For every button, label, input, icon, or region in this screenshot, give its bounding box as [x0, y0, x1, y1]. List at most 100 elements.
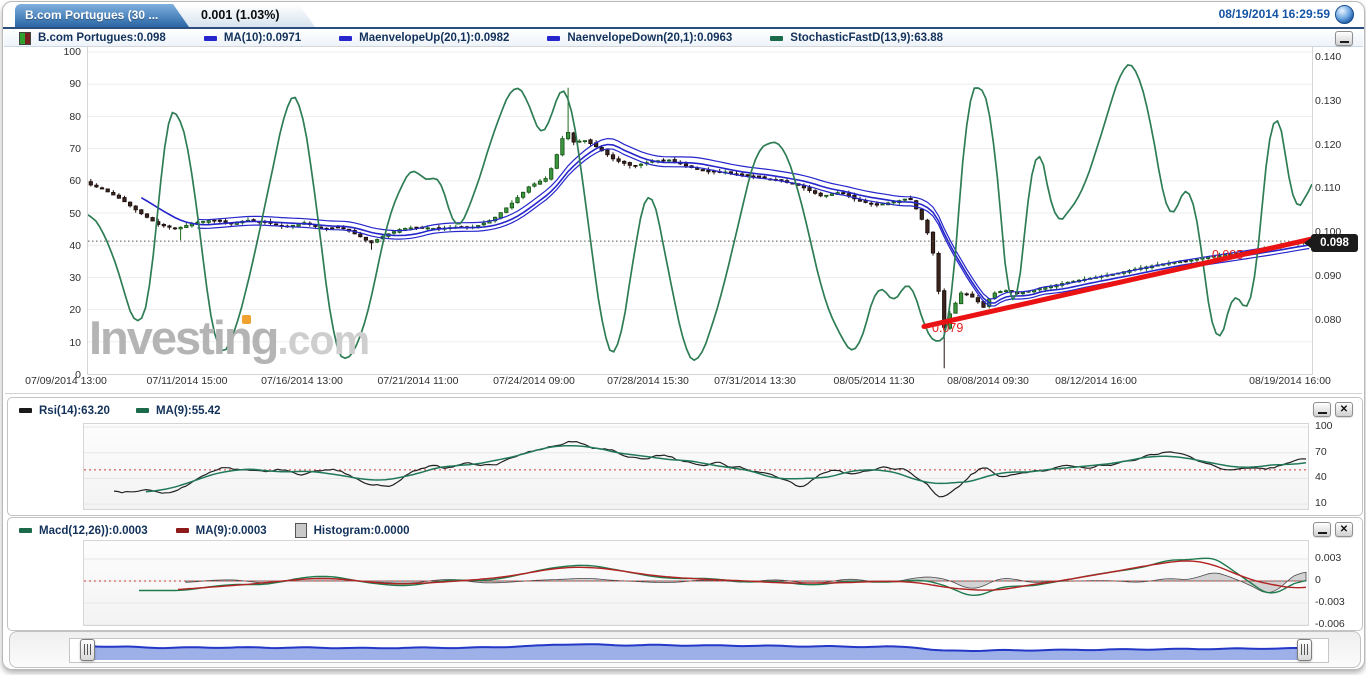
charting-app: B.com Portugues (30 ... 0.001 (1.03%) 08… [2, 1, 1365, 670]
legend-item[interactable]: MA(9):55.42 [136, 405, 221, 417]
tab-title: B.com Portugues (30 ... [15, 4, 189, 22]
legend-label: Rsi(14):63.20 [39, 405, 110, 417]
rsi-plot-area[interactable] [83, 423, 1309, 510]
trendline-start-label: 0.079 [932, 321, 963, 335]
rsi-tick-label: 10 [1315, 497, 1327, 509]
grip-icon [1301, 644, 1308, 655]
price-tick-label: 0.130 [1315, 95, 1341, 107]
price-tick-label: 0.080 [1315, 314, 1341, 326]
date-tick-label: 07/16/2014 13:00 [261, 375, 343, 387]
rsi-tick-label: 40 [1315, 471, 1327, 483]
ma-line-icon [204, 36, 217, 41]
macd-plot-area[interactable] [83, 540, 1309, 626]
legend-item[interactable]: MA(10):0.0971 [204, 32, 301, 44]
date-tick-label: 08/05/2014 11:30 [834, 375, 915, 387]
close-macd-panel-button[interactable]: ✕ [1335, 522, 1353, 537]
tab-change-value: 0.001 (1.03%) [201, 8, 280, 22]
instrument-tab-active-section: B.com Portugues (30 ... [15, 4, 189, 27]
stochastic-line-icon [770, 36, 783, 41]
price-tick-label: 0.110 [1315, 182, 1341, 194]
main-chart-svg [88, 47, 1312, 374]
minimize-rsi-panel-button[interactable] [1313, 402, 1331, 417]
macd-tick-label: 0.003 [1315, 552, 1341, 564]
stochastic-tick-label: 100 [33, 46, 81, 58]
legend-item[interactable]: MA(9):0.0003 [176, 525, 267, 537]
legend-label: Macd(12,26)):0.0003 [39, 525, 148, 537]
envelope-down-line-icon [547, 36, 560, 41]
date-tick-label: 08/08/2014 09:30 [947, 375, 1029, 387]
legend-label: MaenvelopeUp(20,1):0.0982 [359, 32, 509, 44]
legend-label: MA(9):55.42 [156, 405, 221, 417]
legend-label: B.com Portugues:0.098 [38, 32, 166, 44]
macd-tick-label: -0.006 [1315, 618, 1345, 630]
macd-line-icon [19, 528, 32, 533]
instrument-tab[interactable]: B.com Portugues (30 ... 0.001 (1.03%) [15, 4, 315, 27]
main-legend: B.com Portugues:0.098 MA(10):0.0971 Maenve… [19, 30, 943, 46]
status-orb-icon[interactable] [1335, 5, 1354, 24]
legend-item[interactable]: NaenvelopeDown(20,1):0.0963 [547, 32, 732, 44]
price-tick-label: 0.140 [1315, 51, 1341, 63]
legend-item[interactable]: Macd(12,26)):0.0003 [19, 525, 148, 537]
trendline-mid-label: 0.095 [1212, 248, 1243, 262]
legend-item[interactable]: B.com Portugues:0.098 [19, 32, 166, 45]
close-rsi-panel-button[interactable]: ✕ [1335, 402, 1353, 417]
navigator-left-handle[interactable] [80, 639, 95, 661]
signal-line-icon [176, 528, 189, 533]
stochastic-tick-label: 90 [33, 78, 81, 90]
rsi-tick-label: 70 [1315, 446, 1327, 458]
candlestick-icon [19, 32, 31, 45]
minimize-macd-panel-button[interactable] [1313, 522, 1331, 537]
minimize-icon [1318, 532, 1327, 534]
ma-line-icon [136, 408, 149, 413]
date-tick-label: 07/11/2014 15:00 [147, 375, 228, 387]
minimize-icon [1340, 41, 1349, 43]
date-tick-label: 07/28/2014 15:30 [607, 375, 689, 387]
stochastic-tick-label: 20 [33, 304, 81, 316]
envelope-up-line-icon [339, 36, 352, 41]
legend-item[interactable]: StochasticFastD(13,9):63.88 [770, 32, 943, 44]
stochastic-tick-label: 60 [33, 175, 81, 187]
panel-divider [5, 393, 1362, 394]
close-icon: ✕ [1340, 405, 1348, 415]
date-tick-label: 07/21/2014 11:00 [378, 375, 459, 387]
rsi-legend: Rsi(14):63.20 MA(9):55.42 [19, 403, 221, 418]
rsi-line-icon [19, 408, 32, 413]
navigator-right-handle[interactable] [1297, 639, 1312, 661]
stochastic-tick-label: 40 [33, 240, 81, 252]
legend-label: NaenvelopeDown(20,1):0.0963 [567, 32, 732, 44]
price-tick-label: 0.100 [1315, 226, 1341, 238]
stochastic-tick-label: 10 [33, 337, 81, 349]
macd-tick-label: 0 [1315, 574, 1321, 586]
legend-item[interactable]: Rsi(14):63.20 [19, 405, 110, 417]
navigator-area-chart [87, 639, 1304, 660]
price-tick-label: 0.120 [1315, 139, 1341, 151]
rsi-chart-svg [84, 424, 1308, 509]
macd-chart-svg [84, 541, 1308, 625]
stochastic-tick-label: 80 [33, 111, 81, 123]
date-tick-label: 08/19/2014 16:00 [1249, 375, 1331, 387]
legend-label: Histogram:0.0000 [314, 525, 410, 537]
histogram-icon [295, 523, 307, 538]
price-tick-label: 0.090 [1315, 270, 1341, 282]
date-tick-label: 07/31/2014 13:30 [714, 375, 796, 387]
rsi-tick-label: 100 [1315, 420, 1333, 432]
date-tick-label: 07/24/2014 09:00 [493, 375, 575, 387]
close-icon: ✕ [1340, 525, 1348, 535]
stochastic-tick-label: 70 [33, 143, 81, 155]
minimize-icon [1318, 412, 1327, 414]
date-tick-label: 07/09/2014 13:00 [25, 375, 107, 387]
minimize-main-panel-button[interactable] [1335, 31, 1353, 46]
date-tick-label: 08/12/2014 16:00 [1055, 375, 1137, 387]
legend-label: MA(9):0.0003 [196, 525, 267, 537]
timestamp: 08/19/2014 16:29:59 [1219, 7, 1330, 21]
grip-icon [84, 644, 91, 655]
stochastic-tick-label: 50 [33, 208, 81, 220]
main-plot-area[interactable] [87, 46, 1313, 375]
legend-label: StochasticFastD(13,9):63.88 [790, 32, 943, 44]
macd-tick-label: -0.003 [1315, 596, 1345, 608]
legend-item[interactable]: MaenvelopeUp(20,1):0.0982 [339, 32, 509, 44]
macd-legend: Macd(12,26)):0.0003 MA(9):0.0003 Histogram… [19, 523, 410, 538]
legend-item[interactable]: Histogram:0.0000 [295, 523, 410, 538]
stochastic-tick-label: 30 [33, 272, 81, 284]
legend-label: MA(10):0.0971 [224, 32, 301, 44]
